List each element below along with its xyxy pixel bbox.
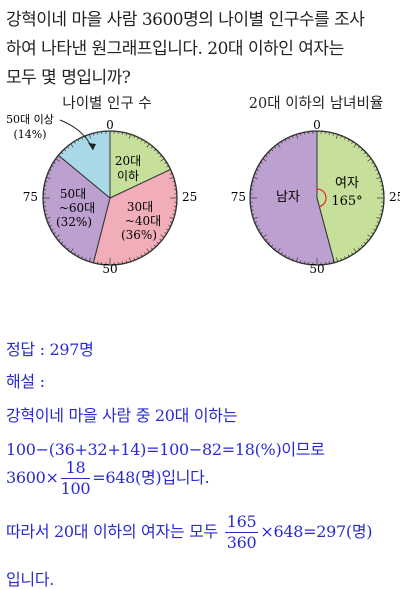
- pie-chart-right: [250, 131, 384, 265]
- slice-angle: 165°: [331, 194, 362, 209]
- fraction-denominator: 360: [225, 533, 259, 553]
- expr-text: ×648=297(명): [260, 522, 372, 541]
- charts-figure: 나이별 인구 수 0 25 50 75 20대 이하 30대 ~40대 (36%…: [0, 90, 400, 285]
- tick-label: 25: [182, 190, 197, 204]
- expr-text: 따라서 20대 이하의 여자는 모두: [6, 522, 218, 541]
- fraction-numerator: 18: [61, 458, 91, 479]
- problem-line: 하여 나타낸 원그래프입니다. 20대 이하인 여자는: [6, 35, 398, 64]
- slice-label: ~60대: [59, 201, 95, 215]
- tick-label: 75: [231, 190, 246, 204]
- tick-label: 50: [309, 262, 324, 276]
- fraction-denominator: 100: [61, 479, 91, 499]
- explanation-label: 해설 :: [6, 368, 45, 392]
- chart-title-right: 20대 이하의 남녀비율: [249, 95, 383, 112]
- tick-label: 25: [389, 190, 400, 204]
- solution-line-1: 강혁이네 마을 사람 중 20대 이하는: [6, 402, 237, 426]
- fraction-numerator: 165: [225, 512, 259, 533]
- problem-line: 모두 몇 명입니까?: [6, 64, 398, 93]
- slice-percent: (32%): [56, 215, 92, 229]
- slice-label: 여자: [335, 176, 359, 191]
- slice-label: ~40대: [125, 214, 161, 228]
- tick-label: 0: [106, 118, 114, 132]
- tick-label: 75: [23, 190, 38, 204]
- slice-label: 이하: [117, 169, 139, 183]
- problem-line: 강혁이네 마을 사람 3600명의 나이별 인구수를 조사: [6, 6, 398, 35]
- solution-line-2: 100−(36+32+14)=100−82=18(%)이므로: [6, 436, 325, 460]
- slice-label: 20대: [115, 154, 141, 168]
- slice-label: 50대 이상: [6, 113, 54, 126]
- slice-percent: (36%): [121, 228, 157, 242]
- slice-label: 50대: [60, 187, 86, 201]
- expr-text: =648(명)입니다.: [92, 468, 209, 487]
- tick-label: 0: [313, 118, 321, 132]
- slice-label: 남자: [276, 190, 300, 205]
- slice-percent: (14%): [13, 128, 46, 141]
- chart-title-left: 나이별 인구 수: [62, 95, 151, 112]
- problem-text: 강혁이네 마을 사람 3600명의 나이별 인구수를 조사 하여 나타낸 원그래…: [6, 6, 398, 93]
- tick-label: 50: [102, 262, 117, 276]
- answer-line: 정답 : 297명: [6, 336, 94, 360]
- solution-line-5: 입니다.: [6, 566, 54, 590]
- slice-label: 30대: [127, 200, 153, 214]
- expr-text: 3600×: [6, 468, 59, 487]
